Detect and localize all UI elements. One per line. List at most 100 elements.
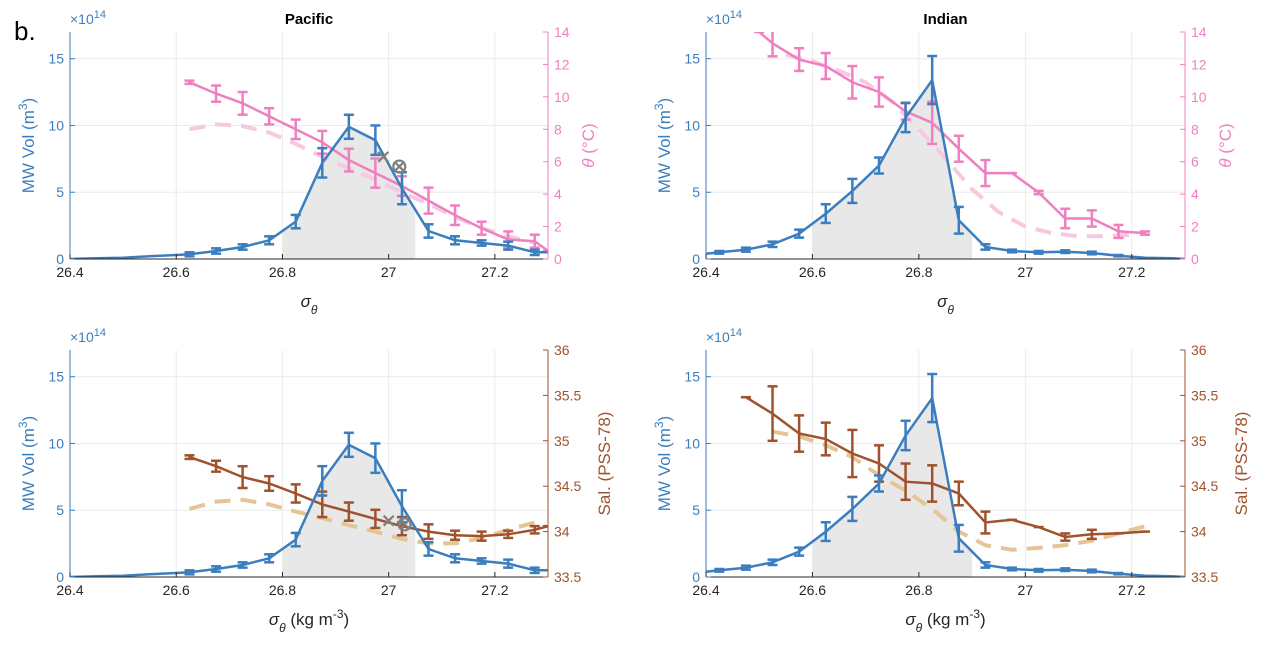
x-tick-label: 27.2 — [1118, 264, 1145, 280]
x-tick-label: 26.4 — [56, 264, 83, 280]
y-right-axis-label: Sal. (PSS-78) — [595, 412, 614, 516]
y-right-tick-label: 10 — [554, 89, 570, 105]
x-tick-label: 26.8 — [905, 582, 932, 598]
y-right-tick-label: 12 — [1191, 56, 1207, 72]
y-left-tick-label: 0 — [56, 251, 64, 267]
y-right-tick-label: 6 — [1191, 154, 1199, 170]
y-right-tick-label: 10 — [1191, 89, 1207, 105]
x-axis-label: σθ (kg m-3) — [905, 607, 985, 635]
y-right-tick-label: 2 — [554, 219, 562, 235]
x-tick-label: 26.6 — [163, 264, 190, 280]
observation-marker-x — [382, 514, 395, 527]
chart-title: Pacific — [285, 11, 333, 28]
x-tick-label: 27 — [1018, 582, 1034, 598]
y-right-tick-label: 12 — [554, 56, 570, 72]
x-tick-label: 27 — [381, 264, 397, 280]
x-tick-label: 26.6 — [799, 582, 826, 598]
observation-marker-x — [377, 151, 390, 163]
plot-area — [706, 32, 1185, 259]
y-right-tick-label: 34 — [1191, 524, 1207, 540]
observation-marker — [392, 159, 407, 174]
y-left-tick-label: 10 — [48, 117, 64, 133]
y-left-tick-label: 15 — [48, 369, 64, 385]
observation-marker-x — [393, 160, 406, 173]
y-left-tick-label: 5 — [56, 502, 64, 518]
panels: 26.4 26.6 26.8 27 27.2 0 5 10 15 0 2 4 6 8 10 12 14 ×1014… — [16, 9, 1251, 635]
chart-panel-4: 26.4 26.6 26.8 27 27.2 0 5 10 15 33.5 34 34.5 35 35.5… — [652, 327, 1251, 635]
climatology-line — [189, 122, 536, 245]
y-left-axis-label: MW Vol (m3) — [16, 98, 38, 193]
x-tick-label: 26.6 — [163, 582, 190, 598]
y-right-tick-label: 33.5 — [554, 569, 581, 585]
y-right-tick-label: 8 — [1191, 121, 1199, 137]
x-tick-label: 27 — [1018, 264, 1034, 280]
y-left-tick-label: 10 — [684, 435, 700, 451]
y-left-axis-label: MW Vol (m3) — [652, 416, 674, 511]
y-left-tick-label: 5 — [692, 502, 700, 518]
volume-line — [70, 125, 548, 259]
y-right-tick-label: 34 — [554, 524, 570, 540]
y-right-tick-label: 14 — [1191, 24, 1207, 40]
y-right-tick-label: 8 — [554, 121, 562, 137]
y-right-tick-label: 35.5 — [1191, 387, 1218, 403]
y-right-tick-label: 0 — [554, 251, 562, 267]
plot-area — [70, 431, 548, 577]
y-right-tick-label: 34.5 — [554, 478, 581, 494]
x-tick-label: 26.4 — [692, 582, 719, 598]
y-right-tick-label: 2 — [1191, 219, 1199, 235]
mode-water-shading — [812, 398, 973, 577]
y-right-tick-label: 34.5 — [1191, 478, 1218, 494]
x-axis-label: σθ (kg m-3) — [269, 607, 349, 635]
x-tick-label: 26.8 — [269, 582, 296, 598]
chart-panel-3: 26.4 26.6 26.8 27 27.2 0 5 10 15 33.5 34 34.5 35 35.5… — [16, 327, 614, 635]
plot-area — [70, 79, 548, 259]
y-right-tick-label: 36 — [1191, 342, 1207, 358]
y-right-axis-label: θ (°C) — [1216, 123, 1235, 167]
y-left-tick-label: 5 — [692, 184, 700, 200]
y-right-tick-label: 4 — [554, 186, 562, 202]
y-multiplier: ×1014 — [706, 9, 742, 27]
y-left-tick-label: 0 — [692, 251, 700, 267]
x-tick-label: 26.8 — [905, 264, 932, 280]
property-line — [745, 396, 1146, 539]
observation-marker-x — [398, 518, 411, 531]
mode-water-shading — [282, 126, 416, 259]
y-right-axis-label: θ (°C) — [579, 123, 598, 167]
y-left-tick-label: 15 — [684, 51, 700, 67]
x-tick-label: 26.6 — [799, 264, 826, 280]
chart-title: Indian — [923, 11, 967, 28]
y-left-axis-label: MW Vol (m3) — [652, 98, 674, 193]
chart-panel-1: 26.4 26.6 26.8 27 27.2 0 5 10 15 0 2 4 6 8 10 12 14 ×1014… — [16, 9, 598, 317]
x-axis-label: σθ — [937, 292, 954, 317]
x-tick-label: 27.2 — [481, 582, 508, 598]
volume-line — [70, 443, 548, 577]
y-right-tick-label: 35 — [1191, 433, 1207, 449]
x-tick-label: 27.2 — [481, 264, 508, 280]
climatology-line — [785, 52, 1132, 239]
x-tick-label: 26.8 — [269, 264, 296, 280]
y-multiplier: ×1014 — [70, 327, 106, 345]
y-left-tick-label: 15 — [684, 369, 700, 385]
y-left-tick-label: 10 — [684, 117, 700, 133]
climatology-line — [188, 497, 536, 546]
y-multiplier: ×1014 — [706, 327, 742, 345]
property-line — [758, 32, 1146, 235]
y-right-tick-label: 33.5 — [1191, 569, 1218, 585]
y-right-tick-label: 4 — [1191, 186, 1199, 202]
y-left-tick-label: 0 — [56, 569, 64, 585]
y-right-tick-label: 35.5 — [554, 387, 581, 403]
y-right-tick-label: 6 — [554, 154, 562, 170]
y-right-tick-label: 14 — [554, 24, 570, 40]
plot-area — [706, 372, 1185, 577]
y-multiplier: ×1014 — [70, 9, 106, 27]
y-left-tick-label: 5 — [56, 184, 64, 200]
x-tick-label: 27.2 — [1118, 582, 1145, 598]
y-right-axis-label: Sal. (PSS-78) — [1232, 412, 1251, 516]
y-left-tick-label: 0 — [692, 569, 700, 585]
panel-label: b. — [14, 16, 36, 46]
chart-panel-2: 26.4 26.6 26.8 27 27.2 0 5 10 15 0 2 4 6 8 10 12 14 ×1014… — [652, 9, 1235, 317]
x-axis-label: σθ — [301, 292, 318, 317]
y-right-tick-label: 36 — [554, 342, 570, 358]
x-tick-label: 27 — [381, 582, 397, 598]
